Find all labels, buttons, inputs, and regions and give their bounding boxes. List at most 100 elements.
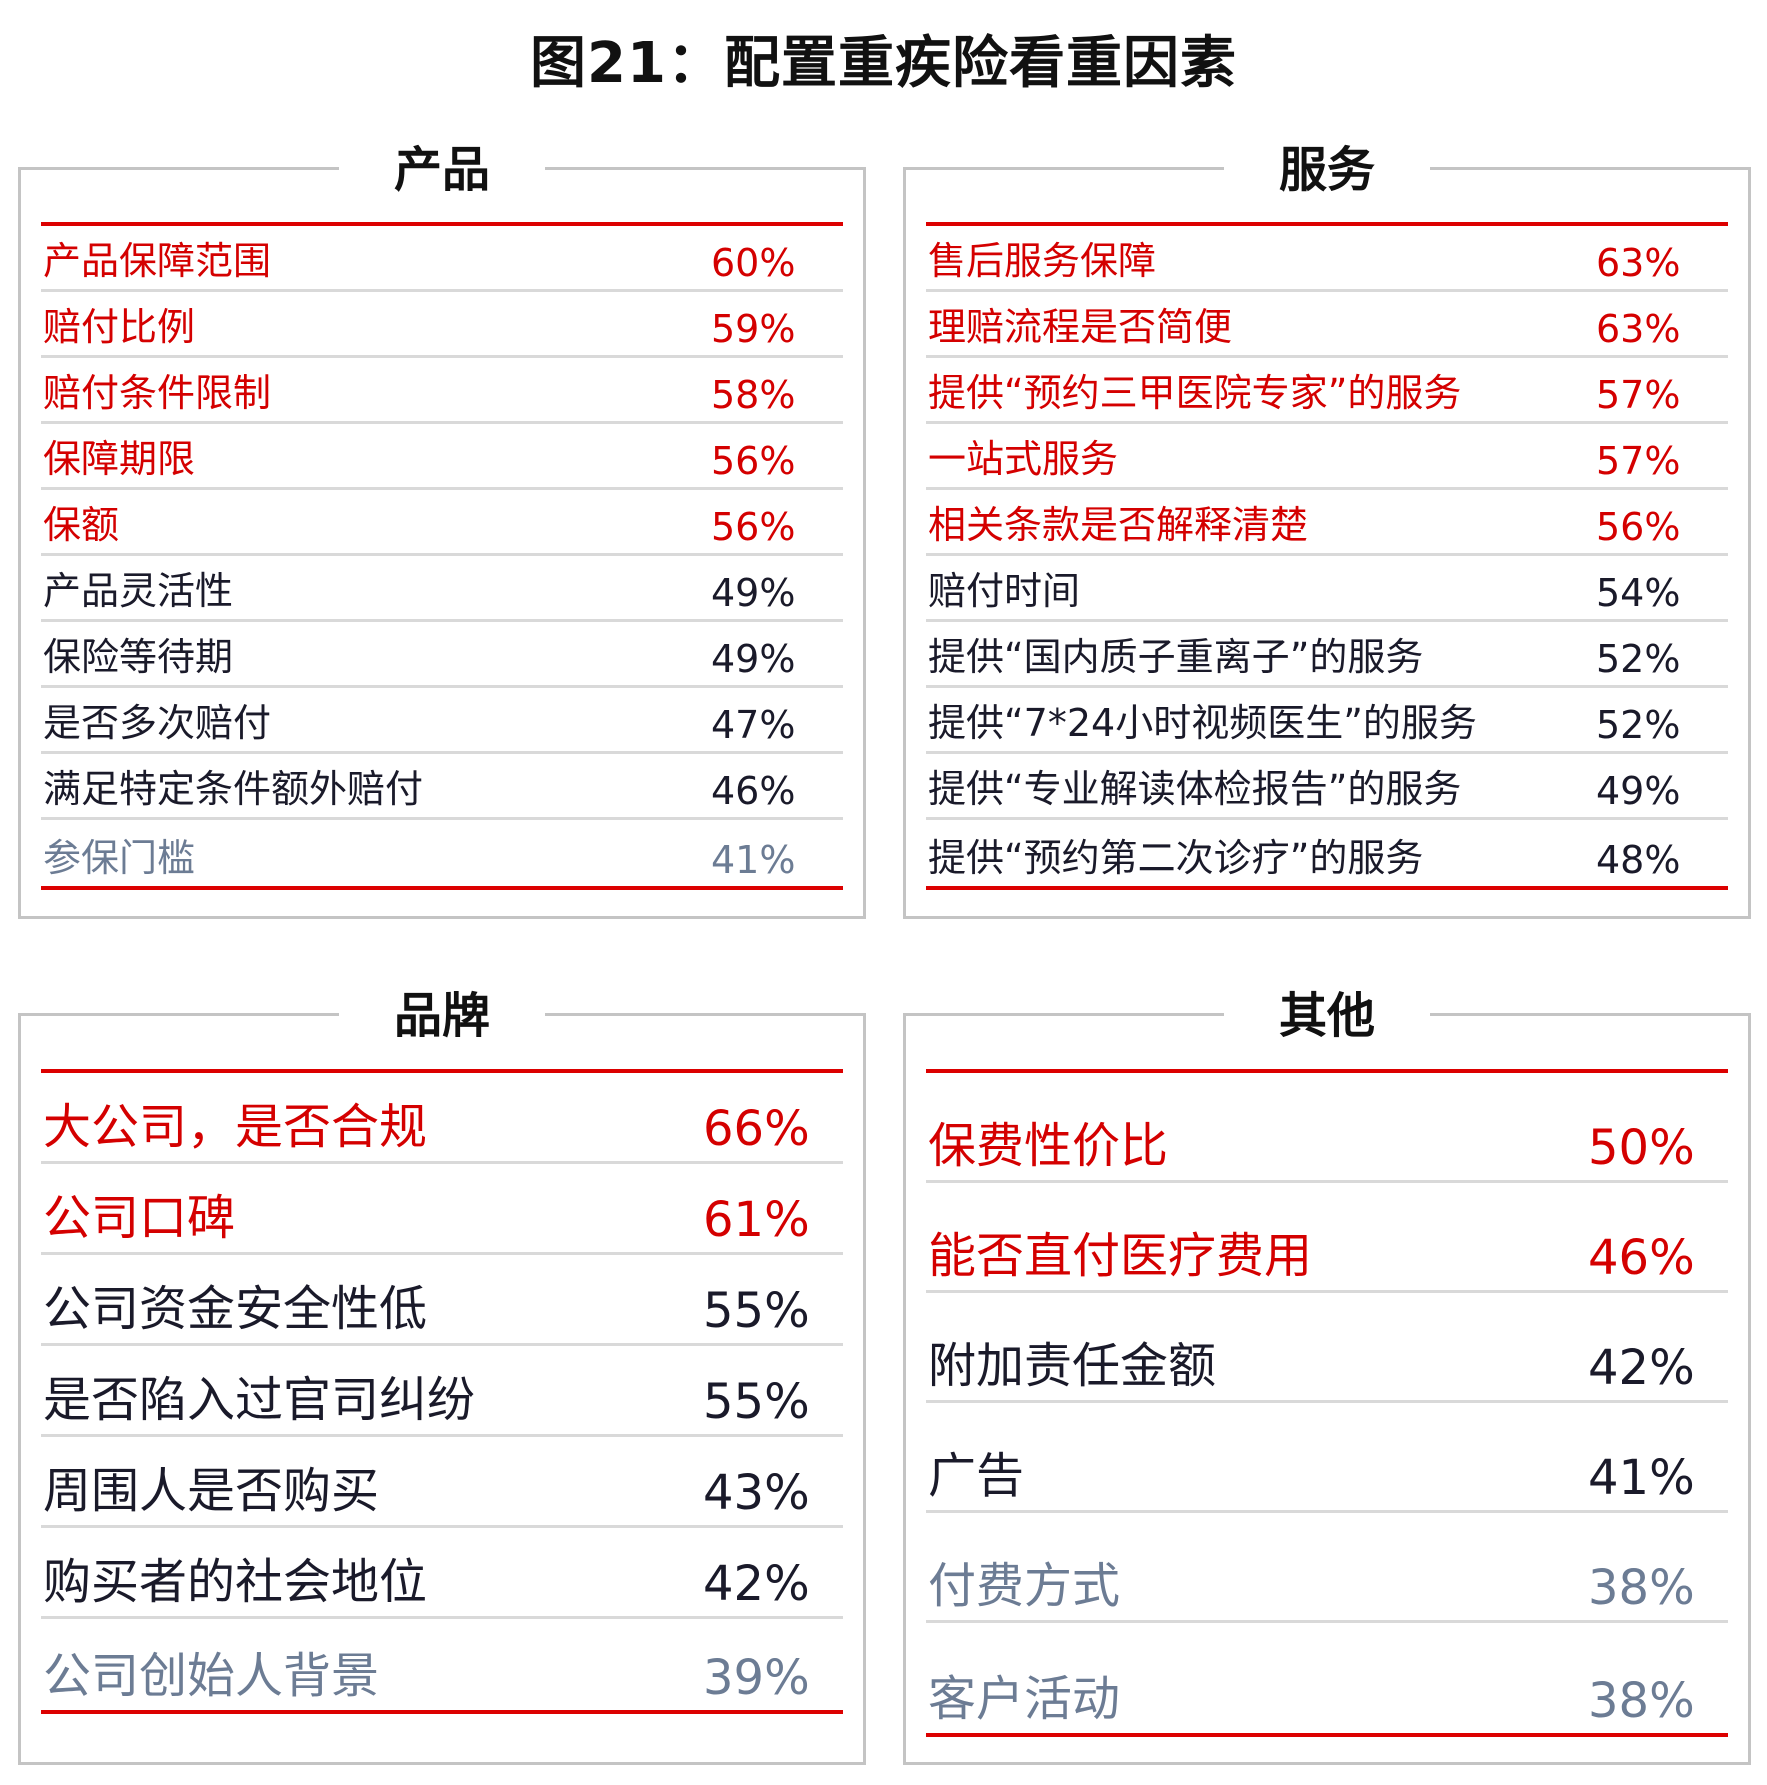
factor-table: 产品保障范围 60% 赔付比例 59% 赔付条件限制 58% 保障期限 56% 保额 56% 产品灵… <box>41 222 843 890</box>
table-row: 购买者的社会地位 42% <box>41 1528 843 1619</box>
factor-label: 大公司，是否合规 <box>43 1099 428 1155</box>
factor-label: 提供“预约第二次诊疗”的服务 <box>928 836 1424 880</box>
factor-percentage: 63% <box>1596 307 1681 351</box>
table-row: 参保门槛 41% <box>41 820 843 886</box>
factor-percentage: 57% <box>1596 439 1681 483</box>
factor-label: 是否多次赔付 <box>43 701 272 745</box>
table-row: 售后服务保障 63% <box>926 226 1728 292</box>
factor-percentage: 52% <box>1596 703 1681 747</box>
factor-label: 保费性价比 <box>928 1118 1169 1174</box>
factor-percentage: 58% <box>711 373 796 417</box>
table-row: 广告 41% <box>926 1403 1728 1513</box>
factor-percentage: 46% <box>711 769 796 813</box>
factor-percentage: 57% <box>1596 373 1681 417</box>
factor-table: 售后服务保障 63% 理赔流程是否简便 63% 提供“预约三甲医院专家”的服务 57% 一站… <box>926 222 1728 890</box>
table-row: 是否陷入过官司纠纷 55% <box>41 1346 843 1437</box>
table-row: 赔付时间 54% <box>926 556 1728 622</box>
factor-label: 周围人是否购买 <box>43 1463 380 1519</box>
factor-label: 付费方式 <box>928 1558 1121 1614</box>
factor-label: 理赔流程是否简便 <box>928 305 1233 349</box>
factor-percentage: 38% <box>1588 1560 1695 1616</box>
panel-heading: 产品 <box>338 140 545 200</box>
table-row: 提供“预约三甲医院专家”的服务 57% <box>926 358 1728 424</box>
panel-other: 其他 保费性价比 50% 能否直付医疗费用 46% 附加责任金额 42% 广告 41% 付费方式… <box>903 986 1751 1765</box>
panel-header: 其他 <box>906 986 1748 1046</box>
table-row: 产品灵活性 49% <box>41 556 843 622</box>
factor-label: 公司口碑 <box>43 1190 236 1246</box>
factor-percentage: 38% <box>1588 1673 1695 1729</box>
factor-table: 保费性价比 50% 能否直付医疗费用 46% 附加责任金额 42% 广告 41% 付费方式 38%… <box>926 1069 1728 1737</box>
factor-label: 附加责任金额 <box>928 1338 1217 1394</box>
table-row: 付费方式 38% <box>926 1513 1728 1623</box>
factor-label: 提供“预约三甲医院专家”的服务 <box>928 371 1462 415</box>
factor-percentage: 54% <box>1596 571 1681 615</box>
table-row: 提供“国内质子重离子”的服务 52% <box>926 622 1728 688</box>
table-row: 周围人是否购买 43% <box>41 1437 843 1528</box>
table-row: 相关条款是否解释清楚 56% <box>926 490 1728 556</box>
table-row: 提供“专业解读体检报告”的服务 49% <box>926 754 1728 820</box>
factor-percentage: 55% <box>703 1374 810 1430</box>
table-row: 是否多次赔付 47% <box>41 688 843 754</box>
panel-product: 产品 产品保障范围 60% 赔付比例 59% 赔付条件限制 58% 保障期限 56% 保额 56%… <box>18 140 866 919</box>
factor-percentage: 49% <box>1596 769 1681 813</box>
factor-label: 产品保障范围 <box>43 239 272 283</box>
factor-label: 赔付条件限制 <box>43 371 272 415</box>
factor-percentage: 41% <box>1588 1450 1695 1506</box>
panel-header: 产品 <box>21 140 863 200</box>
table-row: 公司口碑 61% <box>41 1164 843 1255</box>
factor-percentage: 39% <box>703 1650 810 1706</box>
factor-percentage: 66% <box>703 1101 810 1157</box>
factor-percentage: 56% <box>1596 505 1681 549</box>
factor-label: 购买者的社会地位 <box>43 1554 428 1610</box>
factor-label: 客户活动 <box>928 1671 1121 1727</box>
table-row: 保额 56% <box>41 490 843 556</box>
table-row: 理赔流程是否简便 63% <box>926 292 1728 358</box>
factor-label: 公司创始人背景 <box>43 1648 380 1704</box>
factor-label: 公司资金安全性低 <box>43 1281 428 1337</box>
panel-heading: 其他 <box>1223 986 1430 1046</box>
table-row: 产品保障范围 60% <box>41 226 843 292</box>
table-row: 赔付比例 59% <box>41 292 843 358</box>
factor-percentage: 50% <box>1588 1120 1695 1176</box>
figure-title: 图21：配置重疾险看重因素 <box>530 31 1237 96</box>
factor-label: 产品灵活性 <box>43 569 234 613</box>
factor-percentage: 48% <box>1596 838 1681 882</box>
factor-label: 满足特定条件额外赔付 <box>43 767 424 811</box>
panel-header: 服务 <box>906 140 1748 200</box>
table-row: 满足特定条件额外赔付 46% <box>41 754 843 820</box>
table-row: 能否直付医疗费用 46% <box>926 1183 1728 1293</box>
factor-percentage: 41% <box>711 838 796 882</box>
factor-label: 保额 <box>43 503 120 547</box>
table-row: 提供“7*24小时视频医生”的服务 52% <box>926 688 1728 754</box>
factor-label: 售后服务保障 <box>928 239 1157 283</box>
factor-percentage: 61% <box>703 1192 810 1248</box>
factor-label: 一站式服务 <box>928 437 1119 481</box>
factor-label: 保障期限 <box>43 437 196 481</box>
factor-percentage: 59% <box>711 307 796 351</box>
panel-brand: 品牌 大公司，是否合规 66% 公司口碑 61% 公司资金安全性低 55% 是否陷入过官司纠… <box>18 986 866 1765</box>
factor-percentage: 52% <box>1596 637 1681 681</box>
table-row: 公司资金安全性低 55% <box>41 1255 843 1346</box>
factor-percentage: 55% <box>703 1283 810 1339</box>
table-row: 大公司，是否合规 66% <box>41 1073 843 1164</box>
factor-percentage: 49% <box>711 637 796 681</box>
factor-percentage: 63% <box>1596 241 1681 285</box>
factor-percentage: 47% <box>711 703 796 747</box>
factor-label: 广告 <box>928 1448 1025 1504</box>
factor-label: 提供“7*24小时视频医生”的服务 <box>928 701 1477 745</box>
table-row: 保费性价比 50% <box>926 1073 1728 1183</box>
panel-header: 品牌 <box>21 986 863 1046</box>
factor-percentage: 43% <box>703 1465 810 1521</box>
factor-label: 相关条款是否解释清楚 <box>928 503 1309 547</box>
factor-table: 大公司，是否合规 66% 公司口碑 61% 公司资金安全性低 55% 是否陷入过官司纠纷 55… <box>41 1069 843 1714</box>
factor-label: 保险等待期 <box>43 635 234 679</box>
panel-heading: 服务 <box>1223 140 1430 200</box>
table-row: 赔付条件限制 58% <box>41 358 843 424</box>
factor-label: 赔付时间 <box>928 569 1081 613</box>
panel-heading: 品牌 <box>338 986 545 1046</box>
factor-percentage: 49% <box>711 571 796 615</box>
table-row: 保险等待期 49% <box>41 622 843 688</box>
table-row: 公司创始人背景 39% <box>41 1619 843 1710</box>
factor-label: 是否陷入过官司纠纷 <box>43 1372 476 1428</box>
factor-percentage: 46% <box>1588 1230 1695 1286</box>
